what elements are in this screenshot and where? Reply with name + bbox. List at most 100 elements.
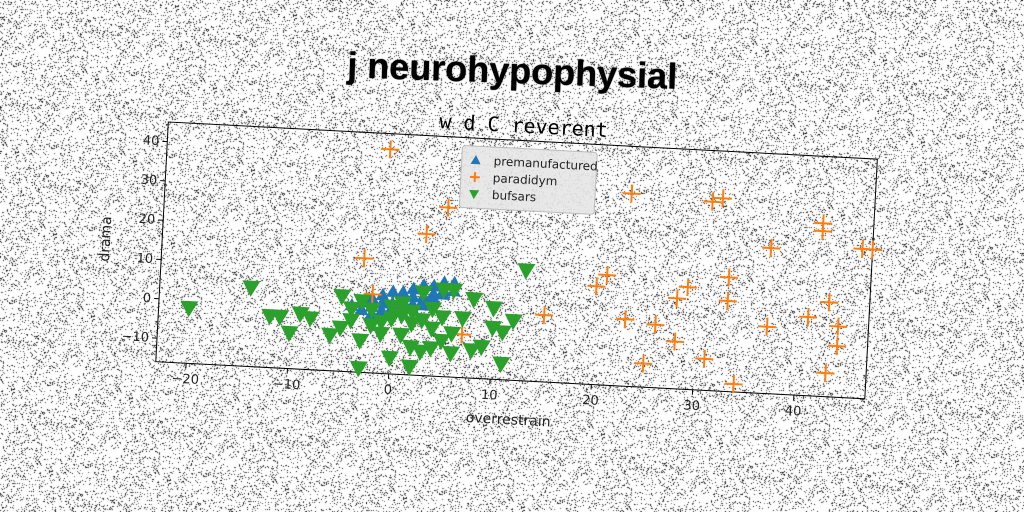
point-bufsars (363, 302, 382, 319)
legend-marker-paradidym (469, 172, 480, 183)
point-bufsars (424, 301, 443, 319)
x-tick-label: −20 (171, 372, 199, 388)
point-bufsars (484, 320, 503, 338)
data-points (180, 140, 882, 394)
point-paradidym (665, 332, 684, 351)
point-bufsars (242, 280, 261, 297)
point-bufsars (414, 285, 433, 302)
point-bufsars (393, 296, 412, 313)
point-paradidym (598, 265, 617, 285)
point-bufsars (291, 306, 310, 324)
point-bufsars (445, 282, 464, 300)
x-tick-label: 20 (582, 393, 599, 409)
point-bufsars (331, 320, 350, 337)
legend-marker-premanufactured (470, 155, 481, 165)
point-bufsars (432, 333, 451, 351)
x-tick-label: −10 (272, 377, 300, 393)
point-paradidym (719, 268, 738, 287)
point-bufsars (321, 327, 340, 345)
point-paradidym (587, 277, 606, 296)
point-bufsars (485, 300, 504, 318)
point-paradidym (718, 291, 737, 311)
point-paradidym (829, 317, 848, 336)
y-tick-label: 40 (142, 133, 159, 149)
point-bufsars (383, 311, 401, 328)
point-bufsars (494, 324, 512, 342)
point-bufsars (280, 325, 299, 343)
point-paradidym (381, 140, 400, 159)
point-bufsars (472, 339, 491, 357)
point-paradidym (757, 317, 777, 336)
point-bufsars (383, 299, 402, 317)
x-tick-label: 40 (784, 404, 801, 420)
point-bufsars (423, 321, 442, 338)
legend-marker-bufsars (469, 189, 480, 200)
axis-ticks: −20 −10 0 10 20 30 40 −10 0 10 20 30 40 (121, 133, 801, 420)
point-paradidym (695, 349, 714, 368)
point-paradidym (713, 189, 732, 208)
point-paradidym (813, 222, 832, 241)
x-tick-label: 0 (383, 383, 392, 398)
point-premanufactured (375, 287, 390, 301)
point-bufsars (372, 326, 391, 344)
point-bufsars (422, 340, 441, 358)
point-bufsars (403, 316, 422, 333)
point-bufsars (443, 326, 462, 343)
point-bufsars (401, 339, 420, 357)
point-paradidym (417, 224, 436, 244)
y-tick-label: 20 (138, 212, 155, 228)
point-bufsars (392, 327, 411, 345)
point-paradidym (820, 293, 839, 312)
point-paradidym (622, 184, 641, 203)
point-bufsars (504, 313, 523, 331)
y-tick-label: 0 (142, 291, 151, 306)
x-tick-label: 10 (481, 388, 498, 404)
point-bufsars (413, 312, 432, 330)
point-premanufactured (395, 284, 410, 298)
point-bufsars (301, 310, 320, 328)
point-paradidym (535, 306, 554, 325)
point-paradidym (816, 364, 835, 383)
point-bufsars (393, 307, 412, 325)
legend-label-paradidym: paradidym (492, 171, 557, 188)
point-paradidym (439, 198, 458, 217)
y-tick-label: 10 (136, 251, 153, 267)
point-bufsars (400, 359, 419, 377)
point-bufsars (442, 345, 461, 363)
point-paradidym (668, 289, 687, 308)
legend-label-premanufactured: premanufactured (493, 154, 598, 173)
point-paradidym (634, 354, 653, 373)
point-bufsars (462, 342, 481, 360)
plot-frame (155, 121, 878, 400)
point-paradidym (828, 337, 847, 356)
point-paradidym (355, 249, 374, 268)
point-bufsars (372, 314, 391, 332)
point-paradidym (616, 310, 635, 329)
legend-box (458, 145, 598, 215)
point-bufsars (411, 344, 430, 361)
point-bufsars (333, 288, 352, 306)
point-paradidym (799, 308, 818, 327)
point-paradidym (724, 375, 743, 394)
x-tick-label: 30 (683, 398, 700, 414)
point-bufsars (342, 313, 361, 330)
legend-label-bufsars: bufsars (492, 188, 537, 204)
point-bufsars (380, 350, 399, 368)
x-axis-label: overrestrain (465, 410, 551, 430)
point-bufsars (517, 263, 536, 280)
point-bufsars (465, 291, 484, 309)
point-bufsars (433, 309, 452, 327)
point-bufsars (454, 310, 473, 328)
point-paradidym (703, 192, 722, 211)
point-bufsars (271, 309, 290, 326)
point-bufsars (492, 356, 511, 373)
y-tick-label: −10 (121, 329, 149, 345)
point-bufsars (353, 293, 372, 311)
y-tick-label: 30 (140, 173, 157, 189)
point-premanufactured (406, 281, 421, 295)
point-bufsars (351, 333, 370, 350)
y-axis-label: drama (97, 216, 115, 262)
